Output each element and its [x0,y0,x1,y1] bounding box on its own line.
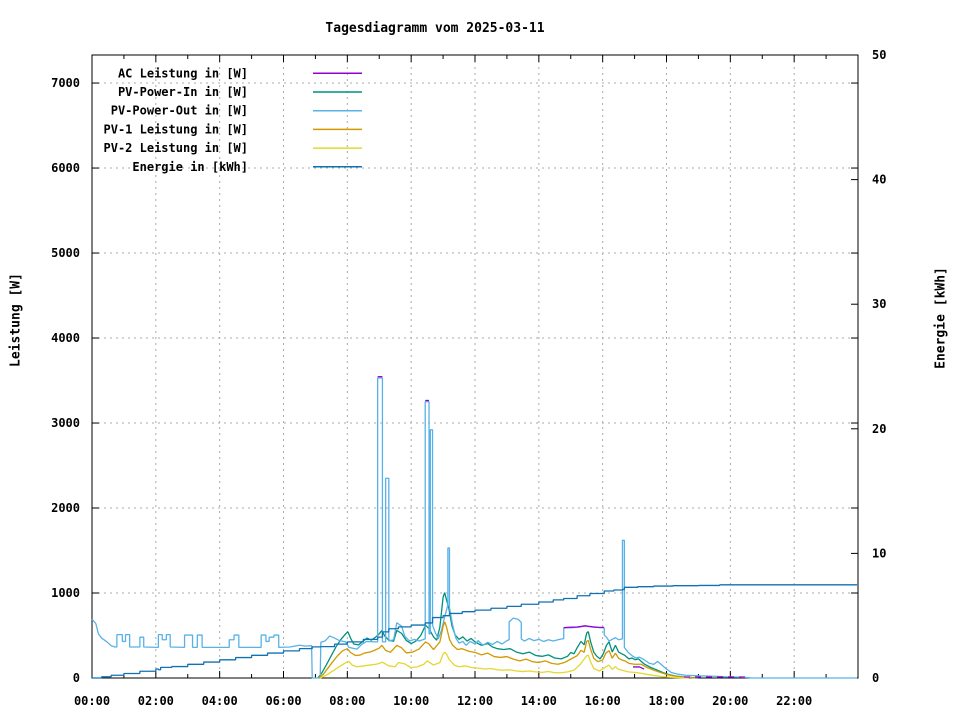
y-tick-label-right: 20 [872,422,886,436]
y-tick-label-right: 30 [872,297,886,311]
y-tick-label-left: 5000 [51,246,80,260]
legend-label: PV-1 Leistung in [W] [104,122,249,136]
legend-label: PV-2 Leistung in [W] [104,141,249,155]
series-line-2 [318,621,696,679]
y-tick-label-left: 6000 [51,161,80,175]
y-tick-label-right: 40 [872,173,886,187]
x-tick-label: 02:00 [138,694,174,708]
legend-label: Energie in [kWh] [132,160,248,174]
y-tick-label-left: 3000 [51,416,80,430]
x-tick-label: 20:00 [712,694,748,708]
x-tick-label: 04:00 [202,694,238,708]
y-tick-label-left: 1000 [51,586,80,600]
y-tick-label-left: 0 [73,671,80,685]
x-tick-label: 22:00 [776,694,812,708]
series-line-1 [91,377,858,679]
x-tick-label: 06:00 [265,694,301,708]
x-tick-label: 16:00 [585,694,621,708]
series-line-0 [317,592,699,679]
series-line-5 [563,625,604,629]
y-tick-label-right: 0 [872,671,879,685]
chart-title: Tagesdiagramm vom 2025-03-11 [325,21,545,36]
x-tick-label: 18:00 [648,694,684,708]
series-line-4 [92,584,858,679]
y-tick-label-right: 50 [872,48,886,62]
x-tick-label: 10:00 [393,694,429,708]
legend-label: PV-Power-In in [W] [118,85,248,99]
legend-label: AC Leistung in [W] [118,66,248,80]
x-tick-label: 00:00 [74,694,110,708]
x-tick-label: 12:00 [457,694,493,708]
y-tick-label-left: 7000 [51,76,80,90]
y-tick-label-left: 4000 [51,331,80,345]
x-tick-label: 08:00 [329,694,365,708]
series-line-5 [632,666,645,670]
x-tick-label: 14:00 [521,694,557,708]
y-tick-label-left: 2000 [51,501,80,515]
legend-label: PV-Power-Out in [W] [111,104,248,118]
y-tick-label-right: 10 [872,546,886,560]
series-line-3 [319,651,689,679]
